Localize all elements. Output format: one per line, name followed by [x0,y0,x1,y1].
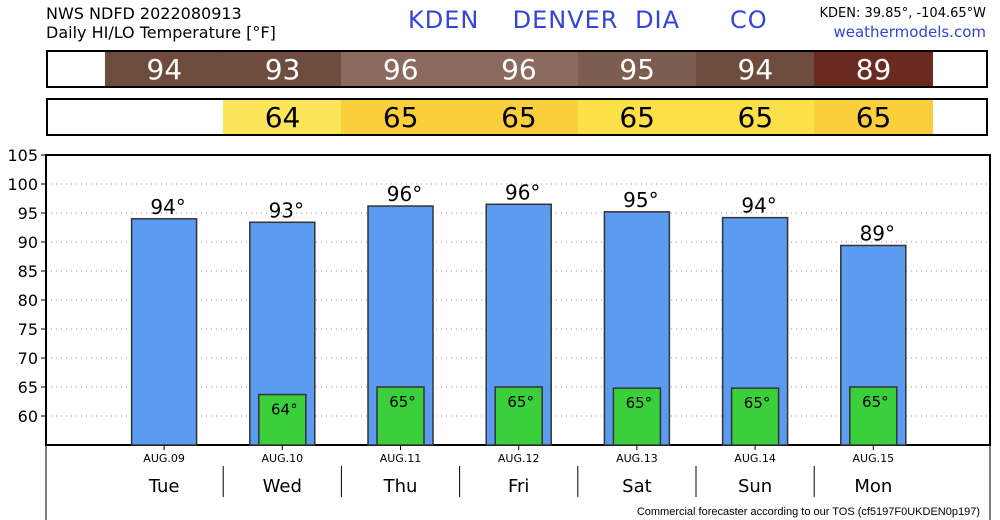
date-label: AUG.10 [262,452,304,465]
y-tick-label: 100 [7,175,38,194]
low-band-cell: 65 [696,100,815,134]
high-temp-label: 95° [623,188,658,212]
weekday-label: Tue [148,476,180,497]
date-label: AUG.14 [734,452,776,465]
y-tick-label: 70 [18,349,38,368]
date-label: AUG.13 [616,452,658,465]
weekday-label: Thu [383,476,418,497]
low-temp-label: 64° [271,401,298,419]
low-temp-bar [258,393,307,446]
high-band-cell: 93 [223,52,342,86]
station-title: KDEN DENVER DIA CO [408,6,768,34]
high-temp-bar [130,218,198,446]
y-tick-label: 105 [7,146,38,165]
y-tick-label: 95 [18,204,38,223]
high-temp-label: 96° [387,182,422,206]
high-band-cell: 96 [459,52,579,86]
low-temp-label: 65° [507,393,534,411]
date-label: AUG.15 [853,452,895,465]
date-label: AUG.12 [498,452,540,465]
low-band-cell: 64 [223,100,342,134]
high-band-cell: 95 [577,52,697,86]
site-link[interactable]: weathermodels.com [833,23,986,41]
high-band-cell: 89 [814,52,933,86]
low-band-cell: 65 [459,100,579,134]
date-label: AUG.09 [143,452,185,465]
y-tick-label: 65 [18,378,38,397]
high-temp-label: 89° [860,221,895,245]
high-temp-label: 93° [269,198,304,222]
y-tick-label: 85 [18,262,38,281]
weekday-label: Sun [738,476,772,497]
chart-header-right: KDEN: 39.85°, -104.65°W weathermodels.co… [820,4,987,42]
low-temp-label: 65° [389,393,416,411]
variable-label: Daily HI/LO Temperature [°F] [46,23,276,42]
high-temperature-band: 94 93 96 96 95 94 89 [46,50,988,88]
y-tick-label: 90 [18,233,38,252]
low-temp-label: 65° [744,394,771,412]
model-run-label: NWS NDFD 2022080913 [46,4,242,23]
low-band-cell: 65 [814,100,933,134]
high-temp-label: 94° [150,195,185,219]
weekday-label: Fri [508,476,529,497]
footer-note: Commercial forecaster according to our T… [636,506,980,518]
y-tick-label: 80 [18,291,38,310]
low-band-cell: 65 [341,100,461,134]
y-tick-label: 60 [18,407,38,426]
weekday-label: Sat [622,476,652,497]
low-temp-label: 65° [862,393,889,411]
high-temp-label: 94° [741,194,776,218]
y-tick-label: 75 [18,320,38,339]
low-temp-bar [612,387,662,446]
high-band-cell: 94 [696,52,815,86]
weekday-label: Wed [263,476,302,497]
high-band-cell: 94 [105,52,224,86]
date-label: AUG.11 [380,452,422,465]
chart-header-left: NWS NDFD 2022080913 Daily HI/LO Temperat… [46,4,276,42]
low-temp-label: 65° [626,394,653,412]
station-coordinates: KDEN: 39.85°, -104.65°W [819,6,987,21]
low-temperature-band: 64 65 65 65 65 65 [46,98,988,136]
low-band-cell: 65 [577,100,697,134]
high-band-cell: 96 [341,52,461,86]
high-temp-label: 96° [505,180,540,204]
weekday-label: Mon [854,476,892,497]
